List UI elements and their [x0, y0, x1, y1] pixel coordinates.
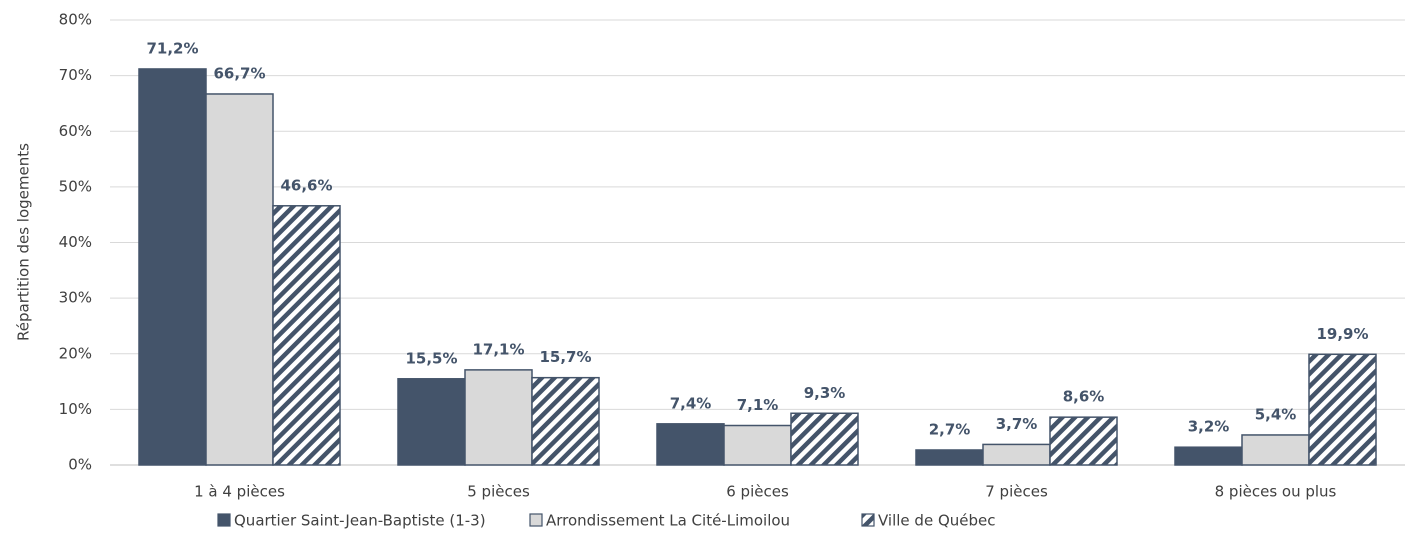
bar — [272, 205, 341, 466]
y-tick-label: 50% — [59, 177, 92, 195]
y-tick-label: 0% — [68, 456, 92, 474]
bar — [205, 93, 274, 466]
value-label: 3,7% — [996, 415, 1038, 433]
y-tick-label: 20% — [59, 344, 92, 362]
value-label: 15,5% — [405, 349, 457, 367]
value-label: 15,7% — [539, 348, 591, 366]
legend-label: Arrondissement La Cité-Limoilou — [546, 512, 790, 530]
value-label: 5,4% — [1255, 405, 1297, 423]
value-label: 46,6% — [280, 176, 332, 194]
value-label: 7,4% — [670, 394, 712, 412]
value-label: 71,2% — [146, 39, 198, 57]
y-tick-label: 80% — [59, 11, 92, 29]
legend-marker — [529, 513, 543, 527]
value-label: 3,2% — [1188, 418, 1230, 436]
legend-marker — [217, 513, 231, 527]
legend-label: Quartier Saint-Jean-Baptiste (1-3) — [234, 512, 486, 530]
bar — [723, 424, 792, 466]
value-label: 9,3% — [804, 384, 846, 402]
y-tick-label: 60% — [59, 122, 92, 140]
x-tick-label: 1 à 4 pièces — [194, 483, 285, 501]
legend-marker — [861, 513, 875, 527]
y-tick-label: 70% — [59, 66, 92, 84]
value-label: 17,1% — [472, 340, 524, 358]
bar — [915, 449, 984, 466]
y-tick-label: 30% — [59, 289, 92, 307]
x-tick-label: 8 pièces ou plus — [1215, 483, 1337, 501]
legend-label: Ville de Québec — [878, 512, 996, 530]
bar — [138, 68, 207, 466]
bar — [397, 378, 466, 466]
bar — [790, 412, 859, 466]
bar — [1308, 353, 1377, 466]
x-tick-label: 7 pièces — [985, 483, 1048, 501]
bar — [982, 443, 1051, 466]
bar — [464, 369, 533, 466]
value-label: 7,1% — [737, 396, 779, 414]
bar — [1241, 434, 1310, 466]
bar — [1174, 446, 1243, 466]
bar — [656, 423, 725, 466]
value-label: 8,6% — [1063, 388, 1105, 406]
bar — [1049, 416, 1118, 466]
x-tick-label: 6 pièces — [726, 483, 789, 501]
y-tick-label: 40% — [59, 233, 92, 251]
y-axis-label: Répartition des logements — [15, 143, 33, 341]
value-label: 2,7% — [929, 420, 971, 438]
y-tick-label: 10% — [59, 400, 92, 418]
value-label: 66,7% — [213, 64, 265, 82]
bar — [531, 376, 600, 466]
x-tick-label: 5 pièces — [467, 483, 530, 501]
value-label: 19,9% — [1316, 325, 1368, 343]
